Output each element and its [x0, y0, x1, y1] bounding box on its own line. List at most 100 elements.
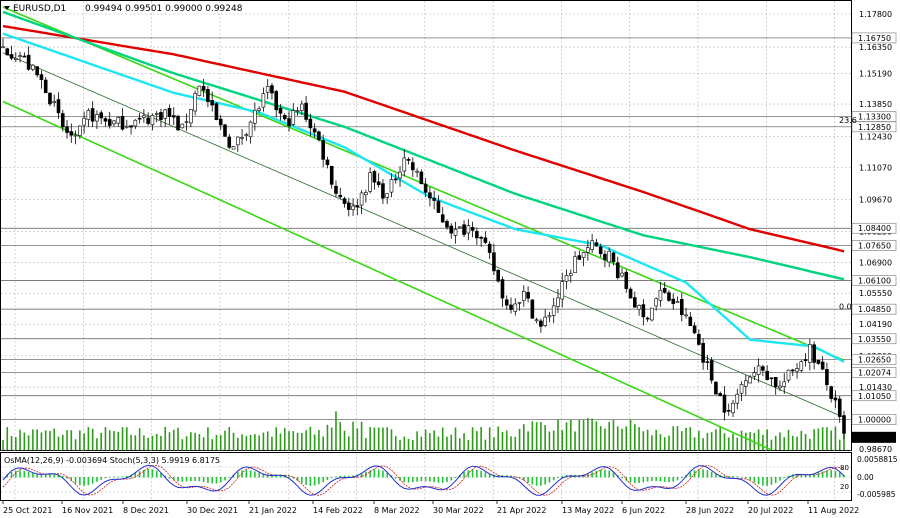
osma-bar — [121, 476, 124, 478]
volume-bar — [685, 427, 687, 450]
osma-bar — [604, 469, 606, 478]
candle-body — [812, 344, 816, 363]
candle-body — [479, 236, 483, 239]
volume-bar — [429, 433, 431, 450]
volume-bar — [745, 432, 747, 450]
osma-bar — [360, 473, 363, 478]
ema-mid-line — [2, 10, 845, 281]
candle-body — [590, 240, 594, 250]
candle-body — [125, 125, 129, 128]
candle-body — [573, 256, 577, 274]
osma-bar — [399, 477, 401, 481]
volume-bar — [548, 431, 551, 450]
candle-body — [218, 118, 223, 126]
volume-bar — [587, 418, 589, 450]
osma-bar — [254, 471, 256, 478]
osma-bar — [369, 470, 371, 478]
osma-bar — [266, 474, 269, 478]
volume-bar — [369, 427, 371, 450]
osma-bar — [15, 470, 17, 478]
candle-body — [406, 159, 411, 161]
candle-body — [253, 109, 257, 124]
candle-body — [705, 361, 710, 363]
osma-bar — [429, 477, 431, 482]
osma-bar — [441, 477, 444, 483]
candle-body — [325, 159, 330, 166]
osma-bar — [219, 477, 222, 483]
candle-body — [500, 279, 505, 299]
volume-bar — [215, 434, 218, 450]
level-label: 1.12850 — [858, 123, 891, 132]
volume-bar — [817, 428, 820, 450]
price-tick-label: 1.11070 — [859, 163, 892, 172]
candle-body — [731, 402, 735, 414]
osma-bar — [561, 475, 564, 478]
volume-bar — [390, 429, 393, 450]
candle-body — [547, 315, 552, 318]
osma-bar — [834, 470, 837, 478]
candle-body — [176, 115, 180, 131]
candle-body — [201, 85, 206, 91]
price-tick-label: 1.13850 — [859, 100, 892, 109]
volume-bar — [446, 436, 448, 450]
candle-body — [308, 118, 313, 129]
osma-bar — [138, 471, 141, 478]
candle-body — [530, 299, 535, 319]
price-tick-label: 1.05550 — [859, 289, 892, 298]
osma-bar — [335, 476, 337, 478]
volume-bar — [510, 436, 512, 450]
osma-bar — [134, 473, 137, 478]
volume-bar — [352, 421, 354, 450]
osma-bar — [651, 477, 653, 482]
volume-bar — [232, 432, 235, 450]
candle-body — [726, 409, 731, 412]
volume-bar — [36, 429, 38, 450]
candle-body — [611, 252, 616, 263]
volume-bar — [565, 422, 568, 450]
candle-body — [543, 316, 547, 326]
volume-bar — [113, 430, 115, 450]
volume-bar — [202, 437, 205, 450]
osma-bar — [736, 476, 739, 478]
candle-body — [95, 114, 99, 122]
volume-bar — [501, 432, 504, 450]
candle-body — [189, 109, 193, 124]
candle-body — [248, 121, 253, 138]
osma-bar — [804, 474, 807, 478]
volume-bar — [339, 422, 342, 450]
candle-body — [748, 376, 752, 384]
osma-bar — [23, 470, 26, 478]
candle-body — [842, 415, 846, 434]
volume-bar — [279, 433, 282, 450]
osma-bar — [774, 477, 777, 483]
price-tick-label: 1.12430 — [859, 132, 892, 141]
collapse-arrow-icon[interactable] — [4, 6, 10, 10]
candle-body — [684, 314, 688, 317]
x-tick-label: 28 Jun 2022 — [686, 506, 734, 515]
candle-body — [560, 281, 565, 300]
volume-bar — [569, 419, 572, 450]
volume-bar — [249, 434, 252, 450]
volume-bar — [454, 427, 457, 450]
volume-bar — [655, 429, 657, 450]
volume-bar — [663, 437, 666, 450]
x-tick-label: 8 Mar 2022 — [374, 506, 420, 515]
volume-bar — [680, 431, 683, 450]
volume-bar — [651, 435, 653, 450]
candle-body — [116, 116, 121, 124]
volume-bar — [693, 437, 696, 450]
candle-body — [90, 108, 95, 122]
osma-bar — [151, 469, 154, 478]
candle-body — [82, 117, 86, 126]
osma-bar — [659, 477, 662, 482]
osma-bar — [471, 469, 474, 478]
candle-body — [457, 226, 462, 229]
osma-bar — [809, 474, 811, 478]
osma-bar — [403, 477, 406, 483]
candle-body — [393, 178, 398, 181]
candle-body — [112, 120, 116, 125]
volume-bar — [134, 435, 137, 450]
osma-bar — [27, 471, 30, 478]
volume-bar — [591, 418, 593, 450]
price-axis: 1.17800 1.16350 1.15190 1.13850 1.12430 1.110… — [839, 10, 898, 499]
